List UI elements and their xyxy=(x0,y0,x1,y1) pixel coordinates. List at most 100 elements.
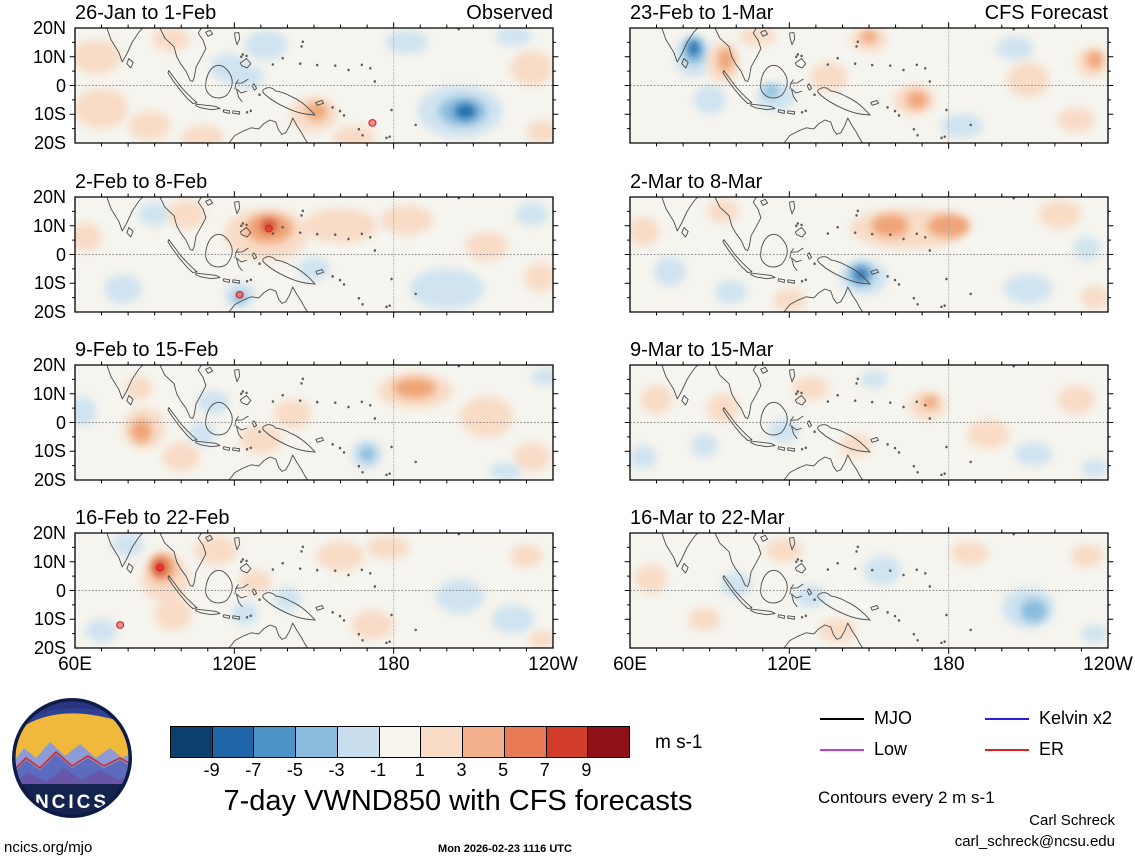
colorbar-tick: -7 xyxy=(245,760,262,780)
map-panel-observed-3 xyxy=(75,365,553,480)
anomaly-shading xyxy=(75,28,553,143)
site-url: ncics.org/mjo xyxy=(4,839,93,856)
coastlines xyxy=(107,533,460,648)
lat-axis-label: 0 xyxy=(55,244,66,265)
legend-line xyxy=(985,748,1029,751)
colorbar-tick: -1 xyxy=(370,760,387,780)
coastlines xyxy=(107,28,460,143)
map-panel-forecast-4 xyxy=(630,533,1108,648)
panel-date-range: 16-Feb to 22-Feb xyxy=(75,507,230,529)
panel-title: 16-Feb to 22-Feb xyxy=(75,506,553,530)
lat-axis-label: 10N xyxy=(32,46,66,67)
axis-ticks xyxy=(625,191,1114,318)
panel-title: 9-Mar to 15-Mar xyxy=(630,338,1108,362)
colorbar-cell xyxy=(212,727,255,757)
map-panel-forecast-2 xyxy=(630,197,1108,312)
colorbar-tick: 5 xyxy=(498,760,509,780)
lat-axis-label: 20N xyxy=(32,187,66,207)
legend-line xyxy=(985,717,1029,720)
logo-text: NCICS xyxy=(35,792,109,813)
column-header: Observed xyxy=(466,2,553,24)
anomaly-shading xyxy=(630,199,1108,312)
panel-date-range: 23-Feb to 1-Mar xyxy=(630,2,774,24)
lat-axis-label: 10S xyxy=(33,273,66,294)
colorbar-cell xyxy=(379,727,422,757)
legend-label: Kelvin x2 xyxy=(1039,708,1113,728)
figure-title: 7-day VWND850 with CFS forecasts xyxy=(223,785,693,817)
legend-item-low: Low xyxy=(820,739,907,760)
axis-ticks xyxy=(625,359,1114,486)
panel-date-range: 2-Mar to 8-Mar xyxy=(630,171,763,193)
anomaly-shading xyxy=(675,28,1108,138)
colorbar-cell xyxy=(588,727,630,757)
lon-axis-label: 180 xyxy=(377,654,410,675)
colorbar xyxy=(170,726,630,758)
panel-title: 9-Feb to 15-Feb xyxy=(75,338,553,362)
colorbar-tick: 3 xyxy=(456,760,467,780)
lon-axis-label: 120E xyxy=(767,654,812,675)
panel-date-range: 9-Mar to 15-Mar xyxy=(630,339,774,361)
lon-axis-label: 60E xyxy=(613,654,647,675)
ncics-logo: NCICS xyxy=(12,698,132,818)
lat-axis-label: 20N xyxy=(32,523,66,543)
colorbar-tick: 7 xyxy=(539,760,550,780)
er-wave-contour xyxy=(157,564,164,571)
lat-axis-label: 20S xyxy=(33,133,66,153)
er-wave-contour xyxy=(369,120,376,127)
lon-axis-label: 60E xyxy=(58,654,92,675)
colorbar-tick: -3 xyxy=(328,760,345,780)
colorbar-cell xyxy=(171,727,213,757)
colorbar-cell xyxy=(463,727,505,757)
er-wave-contour xyxy=(117,622,124,629)
legend-line xyxy=(820,717,864,720)
lat-axis-label: 20S xyxy=(33,302,66,322)
lat-axis-label: 10N xyxy=(32,551,66,572)
colorbar-tick: -5 xyxy=(286,760,303,780)
legend-item-kelvin-x2: Kelvin x2 xyxy=(985,708,1112,729)
lat-axis-label: 10N xyxy=(32,383,66,404)
map-panel-observed-4 xyxy=(75,533,553,648)
legend-label: MJO xyxy=(874,708,912,728)
map-panel-observed-2 xyxy=(75,197,553,312)
panel-date-range: 2-Feb to 8-Feb xyxy=(75,171,208,193)
colorbar-cell xyxy=(337,727,380,757)
lat-axis-label: 20N xyxy=(32,355,66,375)
lat-axis-label: 20N xyxy=(32,18,66,38)
lat-axis-label: 10S xyxy=(33,104,66,125)
legend-item-mjo: MJO xyxy=(820,708,912,729)
lat-axis-label: 0 xyxy=(55,412,66,433)
map-panel-observed-1 xyxy=(75,28,553,143)
lat-axis-label: 20S xyxy=(33,638,66,658)
coastlines xyxy=(107,365,460,480)
panel-title: 2-Mar to 8-Mar xyxy=(630,170,1108,194)
map-panel-forecast-1 xyxy=(630,28,1108,143)
colorbar-tick: 9 xyxy=(581,760,592,780)
lat-axis-label: 20S xyxy=(33,470,66,490)
colorbar-cell xyxy=(546,727,589,757)
panel-title: 23-Feb to 1-Mar CFS Forecast xyxy=(630,1,1108,25)
anomaly-shading xyxy=(85,533,553,648)
colorbar-cell xyxy=(254,727,297,757)
colorbar-tick: 1 xyxy=(414,760,425,780)
panel-date-range: 26-Jan to 1-Feb xyxy=(75,2,217,24)
legend-item-er: ER xyxy=(985,739,1064,760)
lon-axis-label: 120W xyxy=(1083,654,1133,675)
credit-name: Carl Schreck xyxy=(1029,812,1115,829)
colorbar-units-label: m s-1 xyxy=(655,732,703,753)
lat-axis-label: 10S xyxy=(33,609,66,630)
lat-axis-label: 10N xyxy=(32,215,66,236)
lon-axis-label: 180 xyxy=(932,654,965,675)
colorbar-cell xyxy=(296,727,338,757)
timestamp: Mon 2026-02-23 1116 UTC xyxy=(438,843,572,855)
lat-axis-label: 10S xyxy=(33,441,66,462)
coastlines xyxy=(662,197,1015,312)
coastlines xyxy=(662,533,1015,648)
coastlines xyxy=(662,28,1015,143)
coastlines xyxy=(662,365,1015,480)
colorbar-tick: -9 xyxy=(203,760,220,780)
anomaly-shading xyxy=(75,199,553,310)
legend-label: Low xyxy=(874,739,908,759)
panel-title: 16-Mar to 22-Mar xyxy=(630,506,1108,530)
lat-axis-label: 0 xyxy=(55,75,66,96)
